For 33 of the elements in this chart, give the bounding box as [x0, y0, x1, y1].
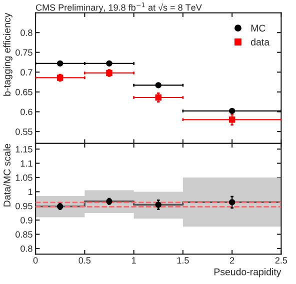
legend-label: MC [251, 24, 266, 32]
point [56, 74, 64, 81]
x-tick-label: 1.5 [177, 257, 189, 264]
legend-label: data [251, 38, 270, 46]
y-tick-label: 0.85 [16, 231, 32, 238]
chart-title: CMS Preliminary, 19.8 fb$^{−1}$ at √s = 8 TeV [36, 2, 202, 13]
x-tick-label: 0 [33, 257, 38, 264]
y-tick-label: 1.15 [16, 146, 32, 152]
y-axis-title: Data/MC scale [3, 144, 10, 206]
y-tick-label: 0.75 [16, 49, 32, 56]
y-tick-label: 0.7 [20, 69, 32, 76]
x-tick-label: 2 [230, 257, 234, 264]
y-tick-label: 0.65 [16, 88, 32, 96]
point [155, 82, 162, 88]
point [56, 60, 64, 67]
point [106, 60, 112, 67]
point [228, 108, 236, 114]
y-axis-title: b-tagging efficiency [3, 12, 12, 96]
point [228, 116, 236, 123]
y-tick-label: 0.55 [16, 128, 32, 135]
x-tick-label: 0.5 [78, 257, 91, 264]
x-tick-label: 2.5 [275, 257, 288, 264]
y-tick-label: 0.8 [20, 245, 32, 252]
y-tick-label: 0.8 [20, 30, 32, 36]
x-tick-label: 1 [132, 257, 136, 264]
point [155, 94, 162, 101]
y-tick-label: 1 [28, 188, 32, 195]
y-tick-label: 0.9 [20, 217, 32, 224]
y-tick-label: 1.05 [16, 174, 32, 181]
y-tick-label: 0.95 [16, 202, 32, 210]
y-tick-label: 1.1 [20, 160, 32, 167]
x-axis-title: Pseudo-rapidity [214, 268, 282, 278]
y-tick-label: 0.6 [20, 108, 32, 116]
